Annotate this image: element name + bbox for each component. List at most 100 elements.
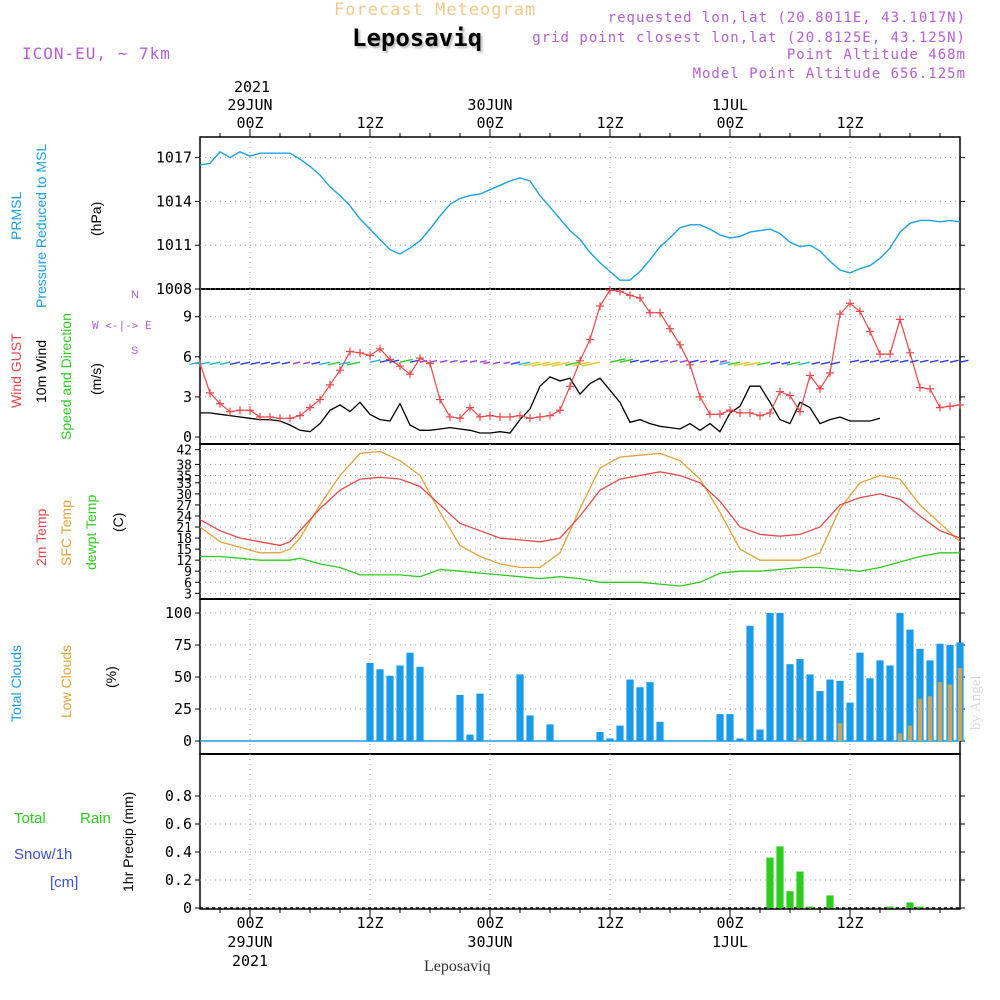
wind-arrow xyxy=(449,359,458,363)
gust-marker xyxy=(336,366,344,375)
gust-marker xyxy=(826,368,834,377)
top-time-label: 00Z xyxy=(716,114,743,132)
gust-marker xyxy=(606,286,614,294)
gust-marker xyxy=(946,402,954,411)
total-cloud-bar xyxy=(736,738,744,741)
temp-ytick-label: 21 xyxy=(176,521,192,536)
low-cloud-bar xyxy=(947,684,953,741)
wind-ytick-label: 6 xyxy=(183,348,192,366)
wind-arrow xyxy=(493,361,501,365)
wind-arrow xyxy=(270,361,281,365)
wind-arrow xyxy=(919,359,929,363)
top-date-label: 30JUN xyxy=(467,96,512,114)
gust-marker xyxy=(806,371,814,380)
gust-marker xyxy=(956,400,964,409)
wind-arrow xyxy=(619,358,634,363)
gust-marker xyxy=(676,340,684,349)
speed-direction-label: Speed and Direction xyxy=(58,313,74,440)
wind-arrow xyxy=(733,361,751,367)
wind-arrow xyxy=(699,359,708,363)
bottom-time-label: 00Z xyxy=(236,914,263,932)
gust-marker xyxy=(586,335,594,344)
total-cloud-bar xyxy=(726,714,734,741)
gust-marker xyxy=(576,356,584,365)
gust-marker xyxy=(326,380,334,389)
temp-ytick-label: 33 xyxy=(176,477,192,492)
gust-marker xyxy=(796,407,804,416)
wind-arrow xyxy=(503,361,511,365)
sfc-temp-line xyxy=(199,450,961,569)
prmsl-label: PRMSL xyxy=(8,191,24,240)
ms-unit-label: (m/s) xyxy=(88,363,104,395)
gust-label: Wind GUST xyxy=(8,333,24,408)
chart-subtitle: Forecast Meteogram xyxy=(334,0,537,20)
total-cloud-bar xyxy=(546,724,554,741)
wind-arrow xyxy=(429,359,438,363)
wind-arrow xyxy=(889,359,899,363)
gust-marker xyxy=(766,408,774,417)
bottom-time-label: 12Z xyxy=(836,914,863,932)
total-cloud-bar xyxy=(716,714,724,741)
temp-ytick-label: 6 xyxy=(184,576,192,591)
total-cloud-bar xyxy=(656,721,664,741)
rain-bar xyxy=(786,891,794,908)
wind-arrow xyxy=(483,361,491,365)
wind-arrow xyxy=(743,361,761,367)
gust-marker xyxy=(916,383,924,392)
wind-arrow xyxy=(318,361,331,366)
wind-arrow xyxy=(292,361,301,365)
gust-marker xyxy=(536,412,544,421)
wind-arrow xyxy=(565,361,581,367)
wind-arrow xyxy=(399,358,413,363)
wind-arrow xyxy=(240,361,251,365)
gust-marker xyxy=(936,403,944,412)
wind-arrow xyxy=(939,359,949,363)
wind-arrow xyxy=(609,358,626,363)
low-cloud-bar xyxy=(797,738,803,741)
bottom-time-label: 12Z xyxy=(356,914,383,932)
total-cloud-bar xyxy=(516,674,524,741)
total-cloud-bar xyxy=(366,662,374,741)
wind-arrow xyxy=(409,359,419,363)
gust-marker xyxy=(836,310,844,319)
gust-marker xyxy=(286,414,294,423)
wind-arrow xyxy=(719,360,727,363)
gust-marker xyxy=(546,411,554,420)
gust-marker xyxy=(686,360,694,369)
gust-marker xyxy=(846,299,854,308)
total-cloud-bar xyxy=(836,680,844,741)
temp-ytick-label: 9 xyxy=(184,565,192,580)
temp-ytick-label: 27 xyxy=(176,499,192,514)
total-cloud-bar xyxy=(396,665,404,741)
t2m-line xyxy=(199,471,961,547)
wind-arrow xyxy=(518,361,531,366)
low-clouds-label: Low Clouds xyxy=(58,644,74,718)
precip-unit-label: 1hr Precip (mm) xyxy=(120,791,136,892)
total-cloud-bar xyxy=(786,664,794,741)
wind-ytick-label: 9 xyxy=(183,308,192,326)
compass-row: W <-|-> E xyxy=(92,319,152,332)
wind-arrow xyxy=(572,361,591,367)
gust-marker xyxy=(736,408,744,417)
total-cloud-bar xyxy=(906,629,914,741)
wind-arrow xyxy=(510,361,521,365)
gust-marker xyxy=(476,412,484,421)
panel-frame-2 xyxy=(199,443,961,600)
total-cloud-bar xyxy=(526,715,534,741)
total-cloud-bar xyxy=(806,674,814,741)
clouds-ytick-label: 75 xyxy=(174,636,192,654)
gust-marker xyxy=(856,307,864,316)
precip-ytick-label: 0.6 xyxy=(165,815,192,833)
wind-ytick-label: 0 xyxy=(183,428,192,446)
requested-coords: requested lon,lat (20.8011E, 43.1017N) xyxy=(607,10,966,26)
gust-marker xyxy=(226,407,234,416)
clouds-ytick-label: 50 xyxy=(174,668,192,686)
wind-arrow xyxy=(250,361,261,365)
gust-marker xyxy=(246,406,254,415)
total-cloud-bar xyxy=(626,679,634,741)
gust-marker xyxy=(636,294,644,303)
gust-marker xyxy=(266,412,274,421)
gust-marker xyxy=(666,324,674,333)
gust-marker xyxy=(526,414,534,423)
